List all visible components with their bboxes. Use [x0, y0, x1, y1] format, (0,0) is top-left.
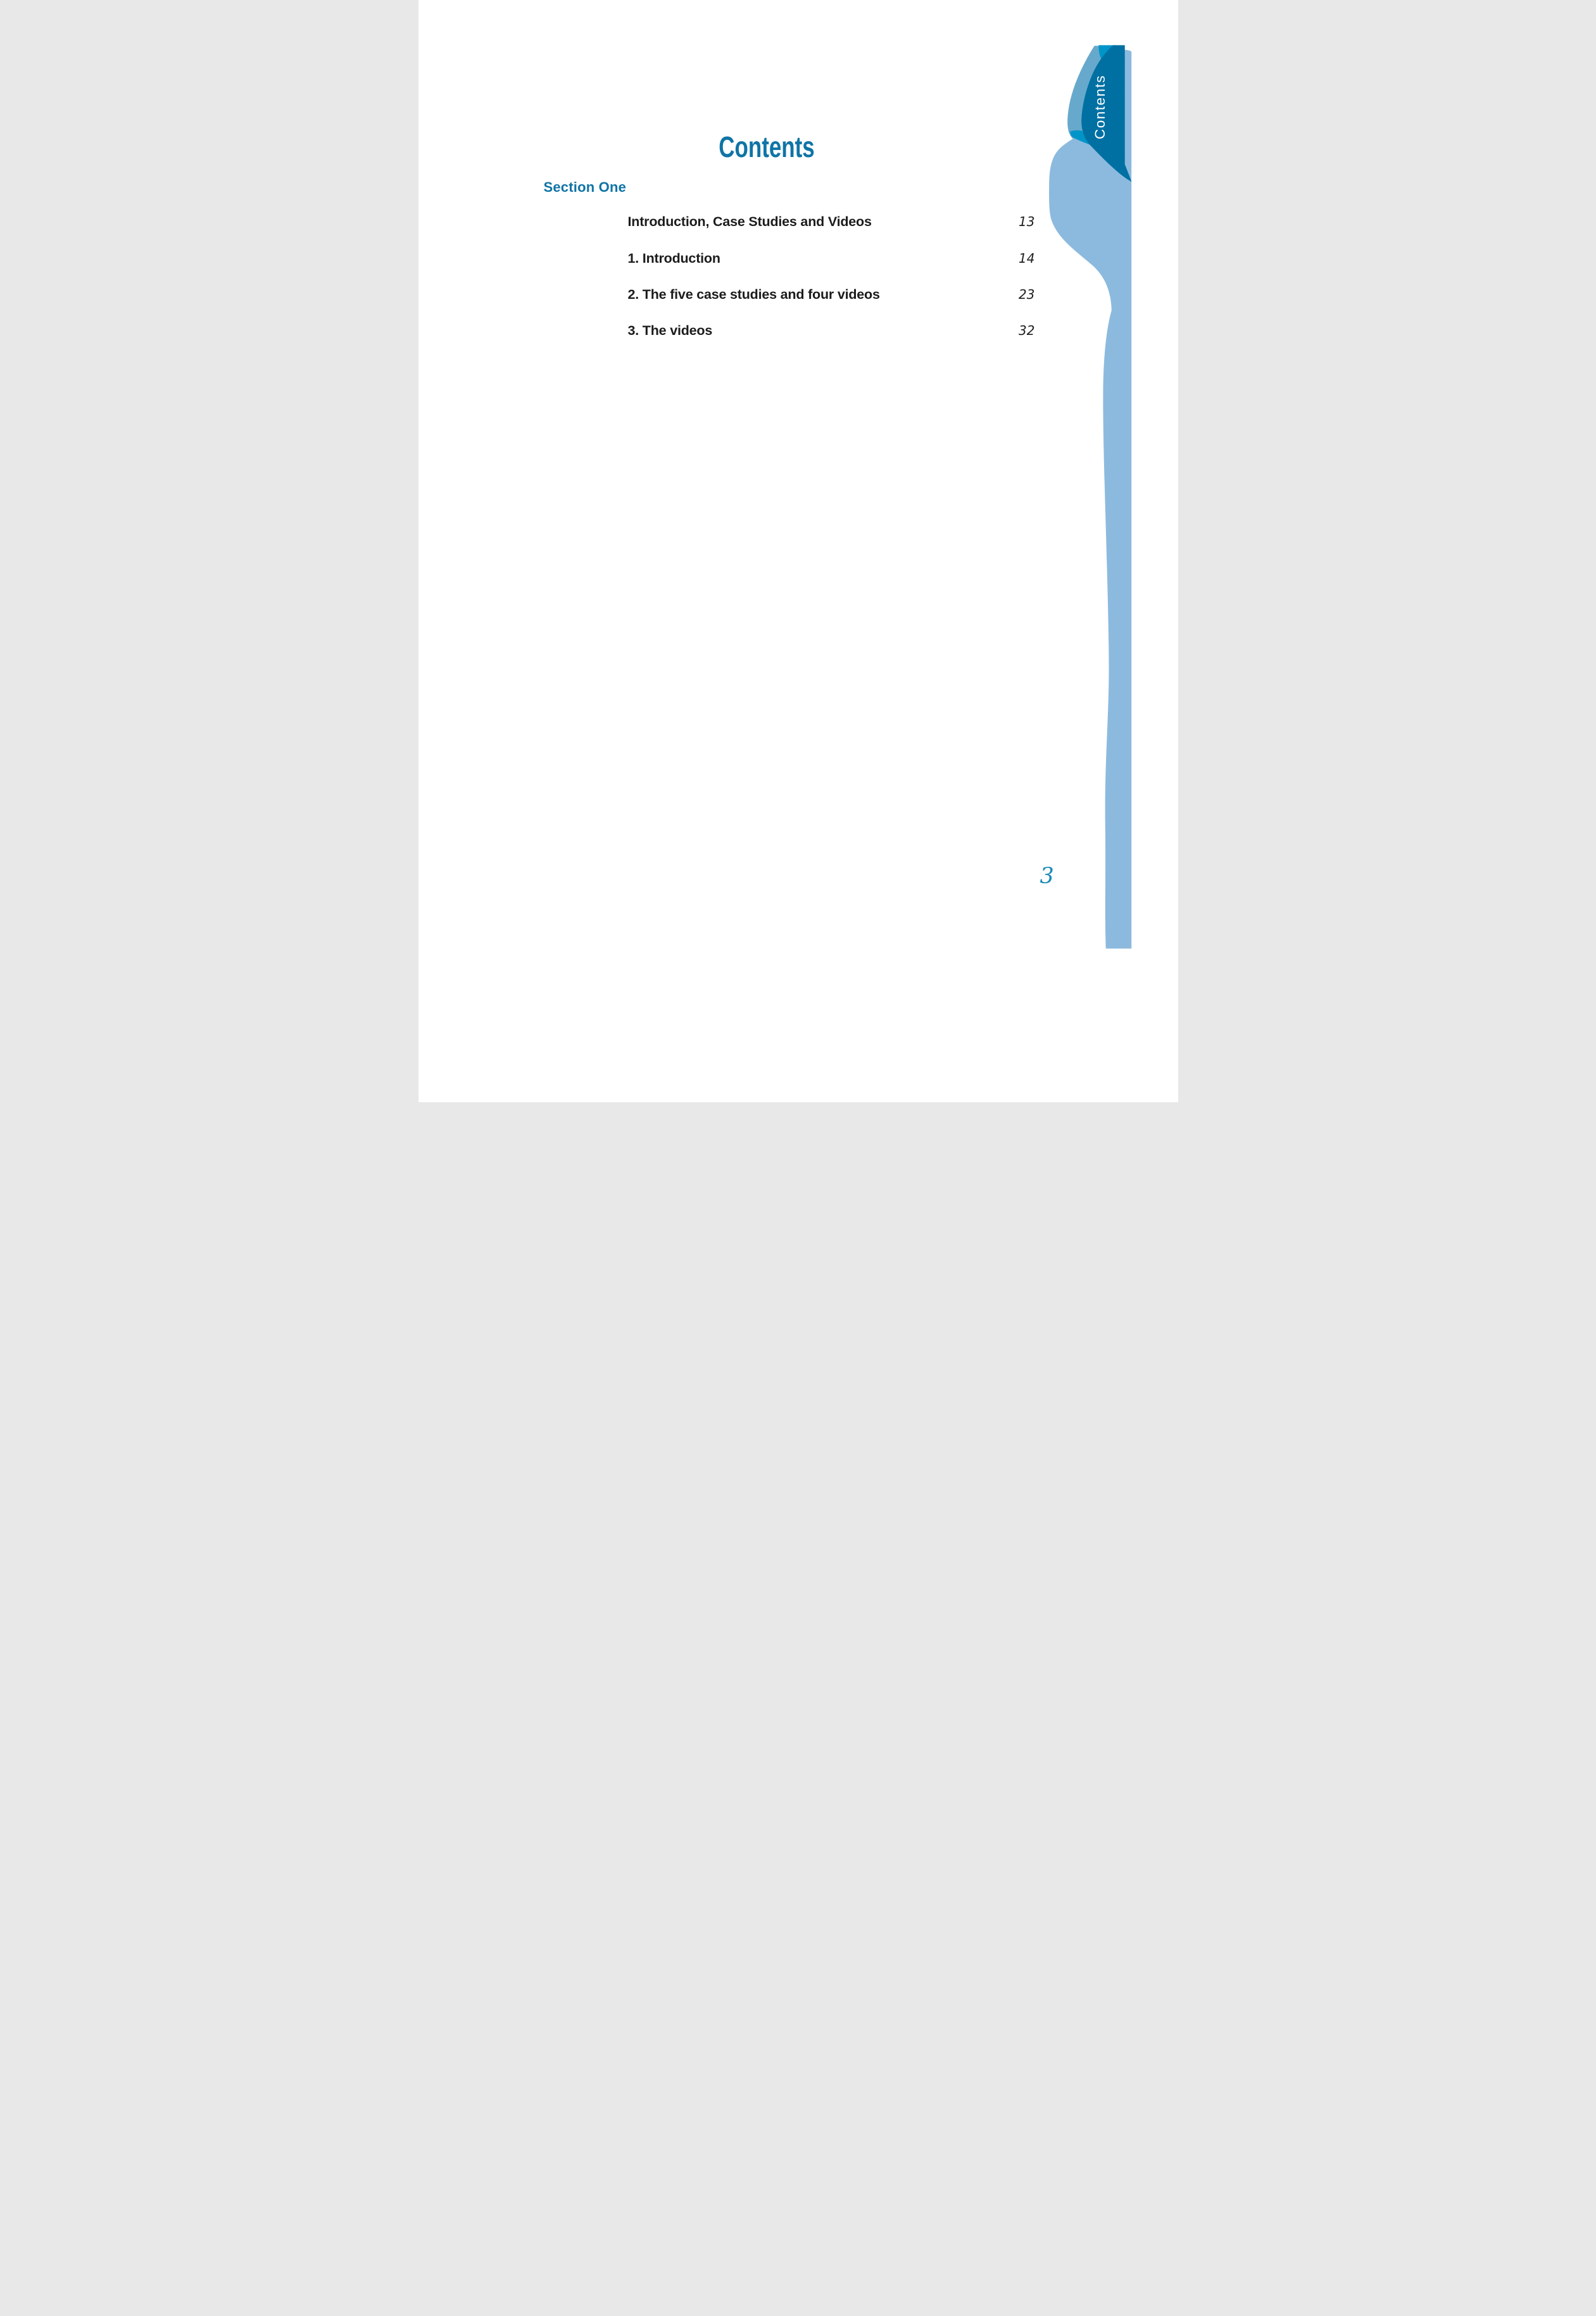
toc-entry: 3. The videos 32 — [628, 322, 1035, 339]
toc-entry-page-number: 23 — [1019, 287, 1035, 302]
toc-entry-page-number: 32 — [1019, 323, 1035, 338]
side-tab-label: Contents — [1091, 74, 1108, 140]
toc-entry-page-number: 14 — [1019, 251, 1035, 266]
section-one-heading: Section One — [543, 179, 627, 195]
wave-light-band — [1048, 49, 1131, 949]
contents-page: Contents Contents Section One Introducti… — [418, 0, 1178, 1102]
toc-entry-label: 3. The videos — [627, 323, 713, 338]
toc-entry-label: 1. Introduction — [627, 251, 720, 266]
wave-decoration — [1048, 45, 1131, 949]
toc-entry-page-number: 13 — [1019, 214, 1035, 229]
folio-page-number: 3 — [1040, 864, 1054, 889]
toc-entry-label: Introduction, Case Studies and Videos — [627, 214, 872, 229]
toc-entry-label: 2. The five case studies and four videos — [627, 287, 880, 302]
contents-tab-shape — [1081, 45, 1131, 182]
toc-entry: 2. The five case studies and four videos… — [628, 286, 1035, 303]
page-title: Contents — [718, 130, 815, 163]
toc-entry: 1. Introduction 14 — [628, 250, 1035, 267]
toc-entry: Introduction, Case Studies and Videos 13 — [628, 213, 1035, 230]
